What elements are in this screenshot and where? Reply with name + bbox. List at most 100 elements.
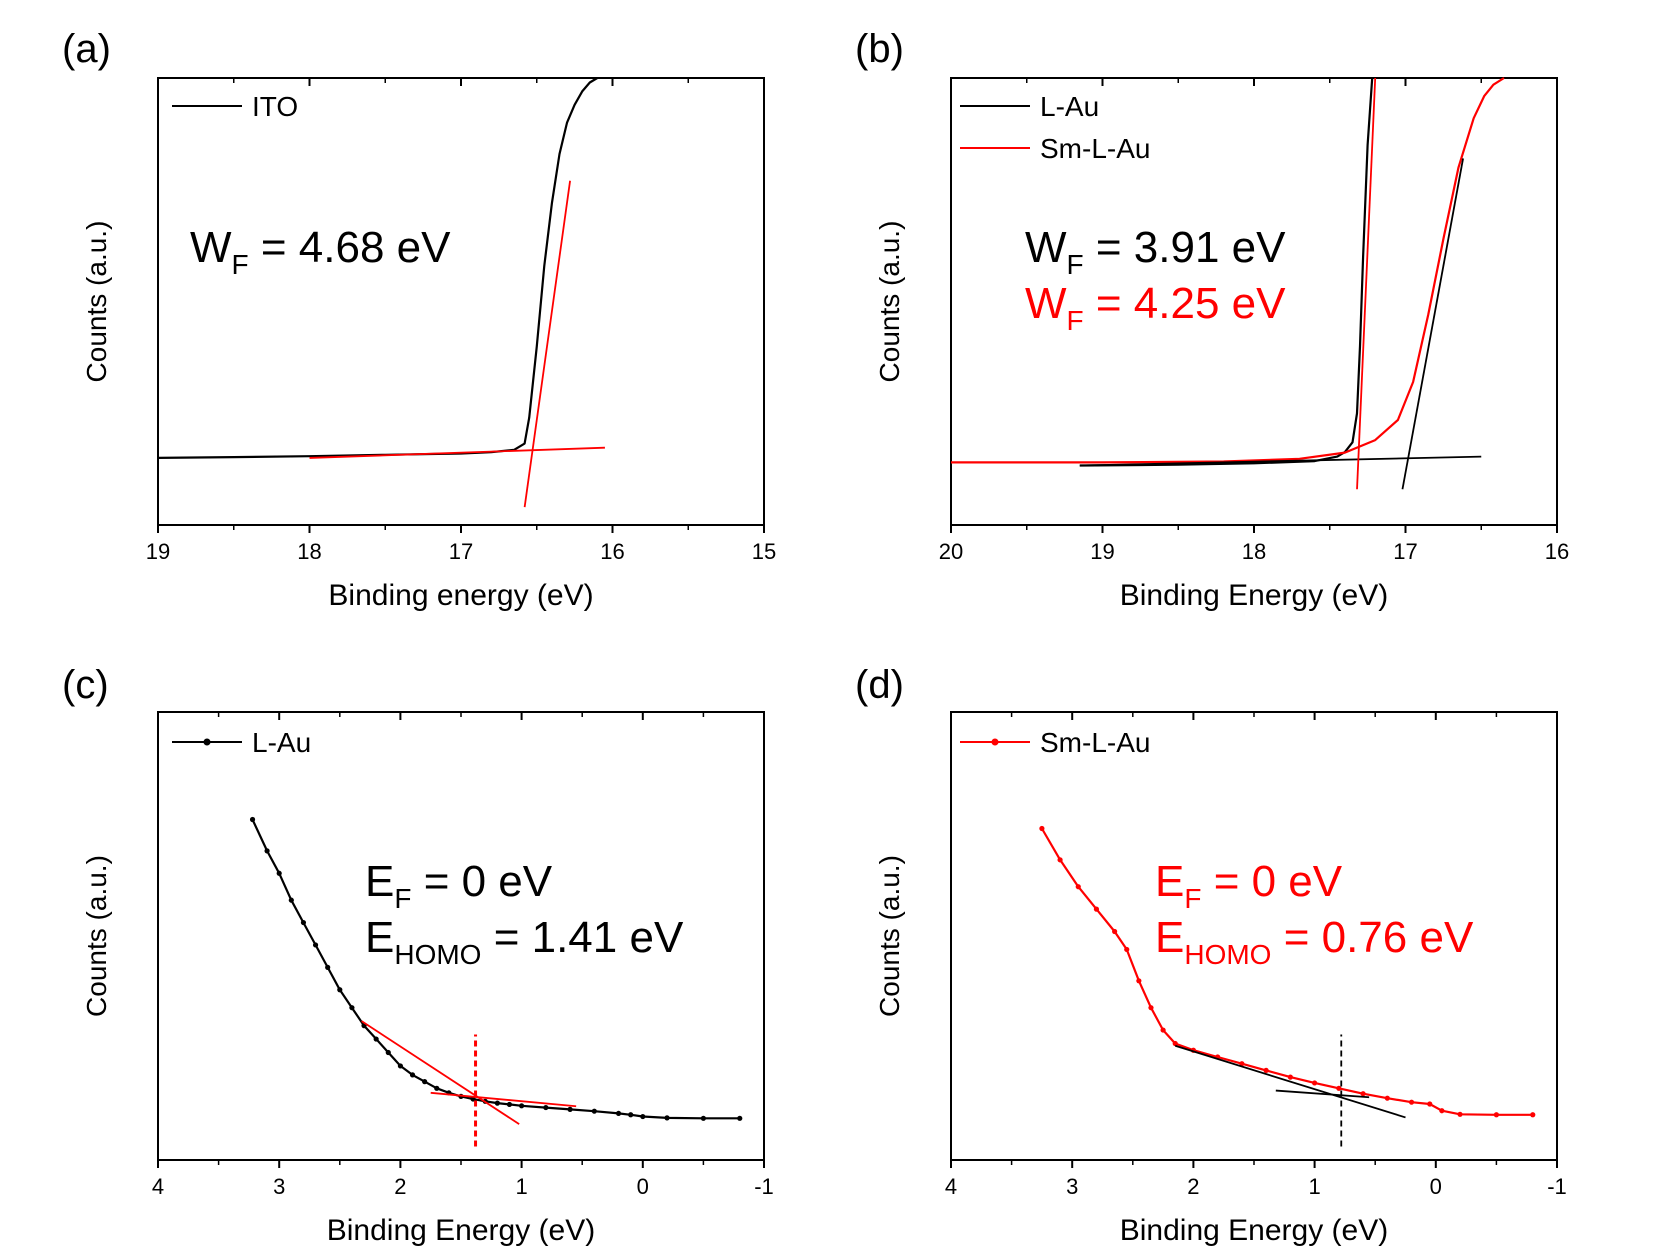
data-point xyxy=(385,1049,391,1056)
data-point xyxy=(434,1085,440,1091)
x-axis-label: Binding Energy (eV) xyxy=(327,1214,595,1247)
annotation: WF = 4.68 eV xyxy=(190,223,451,280)
data-point xyxy=(422,1079,428,1085)
data-point xyxy=(1148,1005,1154,1011)
data-point xyxy=(1124,946,1130,953)
data-point xyxy=(276,870,282,876)
panel-tag: (c) xyxy=(62,663,109,707)
x-tick-label: 0 xyxy=(637,1174,649,1199)
fit-line xyxy=(1275,1089,1370,1099)
x-tick-label: 4 xyxy=(152,1174,164,1199)
fit-line xyxy=(361,1020,520,1125)
x-axis-label: Binding energy (eV) xyxy=(328,579,593,612)
data-point xyxy=(300,919,307,926)
fit-line xyxy=(430,1091,577,1108)
data-point xyxy=(1493,1112,1499,1118)
data-point xyxy=(1408,1099,1415,1105)
data-point xyxy=(1530,1112,1536,1118)
data-point xyxy=(664,1115,670,1121)
x-tick-label: 1 xyxy=(1308,1174,1320,1199)
data-point xyxy=(397,1063,403,1069)
data-point xyxy=(1263,1067,1269,1073)
x-tick-label: 17 xyxy=(1393,539,1417,564)
data-point xyxy=(567,1106,573,1112)
legend-label: L-Au xyxy=(252,727,311,758)
data-point xyxy=(470,1096,476,1102)
x-axis-label: Binding Energy (eV) xyxy=(1120,579,1388,612)
data-point xyxy=(1457,1111,1463,1117)
x-tick-label: 3 xyxy=(1066,1174,1078,1199)
data-point xyxy=(1057,857,1063,863)
x-tick-label: 3 xyxy=(273,1174,285,1199)
data-point xyxy=(1039,825,1045,832)
data-point xyxy=(494,1100,500,1106)
x-tick-label: 17 xyxy=(449,539,473,564)
legend-marker xyxy=(203,738,211,746)
x-tick-label: -1 xyxy=(1547,1174,1567,1199)
data-point xyxy=(1112,928,1118,935)
data-point xyxy=(1160,1027,1166,1033)
data-point xyxy=(506,1101,513,1108)
legend-label: ITO xyxy=(252,91,298,122)
data-point xyxy=(409,1072,416,1078)
x-tick-label: 1 xyxy=(515,1174,527,1199)
legend-label: Sm-L-Au xyxy=(1040,133,1150,164)
series-line xyxy=(1079,77,1374,467)
fit-line xyxy=(1079,455,1482,467)
x-tick-label: 4 xyxy=(945,1174,957,1199)
data-point xyxy=(591,1108,597,1114)
data-point xyxy=(337,987,343,993)
data-point xyxy=(1384,1095,1390,1101)
fit-line xyxy=(1356,77,1377,490)
data-point xyxy=(325,964,331,970)
data-point xyxy=(1360,1091,1366,1097)
data-point xyxy=(349,1005,355,1011)
x-tick-label: 18 xyxy=(1242,539,1266,564)
data-point xyxy=(1136,978,1142,984)
fit-line xyxy=(1174,1044,1406,1119)
panel-tag: (b) xyxy=(855,27,904,71)
x-tick-label: 15 xyxy=(752,539,776,564)
x-tick-label: 18 xyxy=(297,539,321,564)
data-point xyxy=(737,1115,743,1121)
data-point xyxy=(640,1113,646,1120)
data-point xyxy=(373,1036,379,1042)
y-axis-label: Counts (a.u.) xyxy=(874,221,905,383)
data-point xyxy=(1312,1080,1318,1086)
series-line xyxy=(951,77,1505,464)
annotation: EF = 0 eV xyxy=(365,857,553,914)
annotation: WF = 3.91 eV xyxy=(1025,223,1286,280)
x-tick-label: 19 xyxy=(146,539,170,564)
y-axis-label: Counts (a.u.) xyxy=(874,855,905,1017)
panel-c: (c) 4 3 2 1 0 -1 Binding Energy (eV) Counts (a.u… xyxy=(62,663,774,1247)
annotation: EHOMO = 0.76 eV xyxy=(1155,913,1474,970)
y-axis-label: Counts (a.u.) xyxy=(81,855,112,1017)
data-point xyxy=(249,816,256,823)
data-point xyxy=(1075,884,1081,890)
data-point xyxy=(543,1104,549,1111)
data-point xyxy=(312,942,319,948)
fit-line xyxy=(1401,158,1464,490)
x-tick-label: 2 xyxy=(1187,1174,1199,1199)
data-point xyxy=(1093,906,1100,912)
data-point xyxy=(628,1112,634,1118)
y-axis-label: Counts (a.u.) xyxy=(81,221,112,383)
x-tick-label: 0 xyxy=(1430,1174,1442,1199)
data-point xyxy=(1336,1085,1342,1091)
x-tick-label: 16 xyxy=(600,539,624,564)
data-point xyxy=(1427,1101,1433,1107)
annotation: EHOMO = 1.41 eV xyxy=(365,913,684,970)
annotation: EF = 0 eV xyxy=(1155,857,1343,914)
data-point xyxy=(700,1115,707,1121)
panel-tag: (d) xyxy=(855,663,904,707)
data-point xyxy=(264,848,270,854)
legend-label: Sm-L-Au xyxy=(1040,727,1150,758)
annotation: WF = 4.25 eV xyxy=(1025,279,1286,336)
panel-tag: (a) xyxy=(62,27,111,71)
fit-line xyxy=(523,180,571,508)
x-tick-label: 20 xyxy=(939,539,963,564)
series-line xyxy=(251,819,740,1120)
panel-b: (b) 20 19 18 17 16 Binding Energy (eV) Counts (… xyxy=(855,27,1569,612)
x-tick-label: 2 xyxy=(394,1174,406,1199)
